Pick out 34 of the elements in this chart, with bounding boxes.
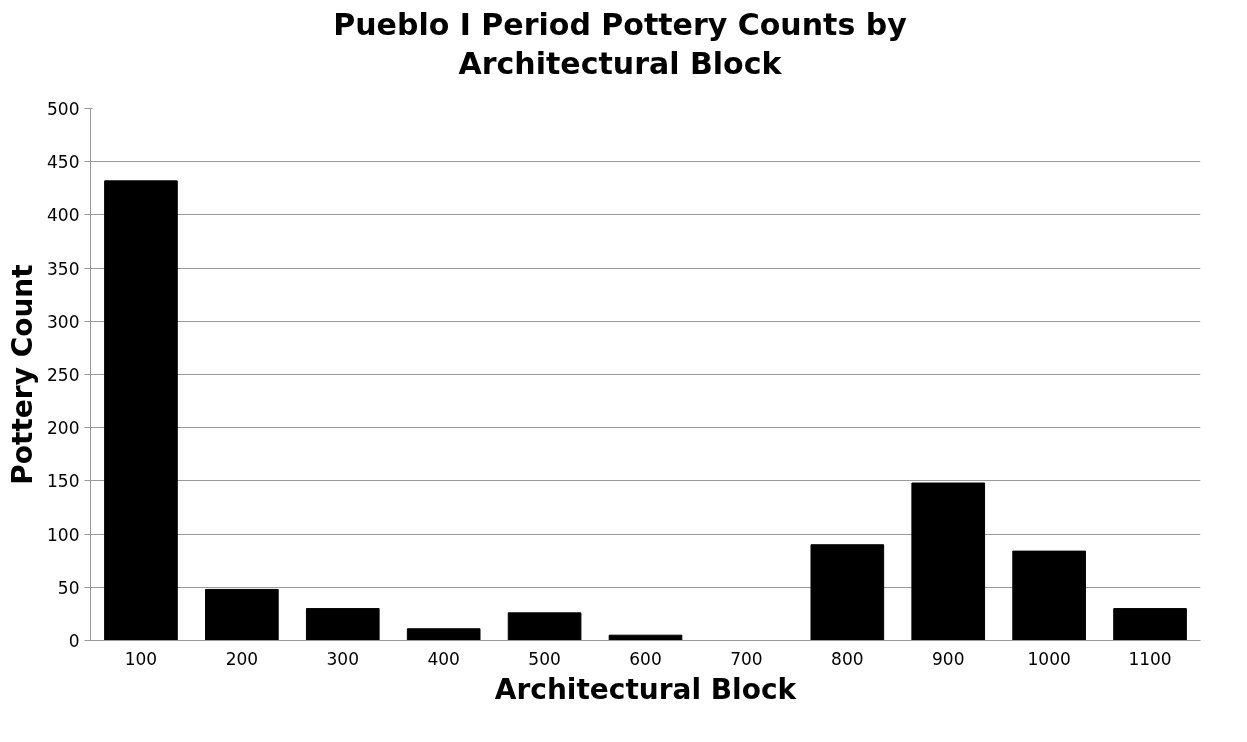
x-tick-label: 600: [629, 648, 662, 669]
x-tick-label: 700: [730, 648, 763, 669]
y-tick-label: 200: [47, 418, 80, 439]
y-tick-label: 450: [47, 152, 80, 173]
y-tick-label: 400: [47, 205, 80, 226]
x-tick-label: 300: [326, 648, 359, 669]
y-tick-label: 0: [68, 631, 80, 651]
x-tick-label: 500: [528, 648, 561, 669]
x-tick-label: 200: [225, 648, 259, 669]
y-axis-title: Pottery Count: [6, 264, 40, 485]
bar: [1012, 550, 1086, 641]
bar: [507, 612, 582, 641]
x-tick-label: 400: [427, 648, 460, 669]
bar: [1113, 608, 1187, 641]
bar: [305, 608, 380, 641]
bar: [810, 544, 885, 641]
y-tick-label: 500: [47, 99, 80, 119]
y-tick-label: 50: [57, 577, 80, 598]
x-tick-label: 800: [831, 648, 864, 669]
bar: [205, 588, 279, 641]
y-tick-label: 250: [47, 365, 80, 385]
chart-title: Pueblo I Period Pottery Counts by Architectural Block: [333, 6, 907, 83]
y-tick-label: 350: [47, 258, 80, 279]
x-tick-label: 900: [932, 648, 965, 669]
bar: [104, 180, 178, 641]
x-tick-label: 1000: [1027, 648, 1071, 669]
x-tick-label: 1100: [1128, 648, 1172, 669]
y-tick-label: 300: [47, 311, 80, 332]
y-tick-label: 100: [47, 524, 80, 545]
bar: [406, 628, 481, 641]
x-tick-label: 100: [124, 648, 158, 669]
x-axis-title: Architectural Block: [494, 672, 798, 706]
bar: [911, 482, 986, 641]
y-tick-label: 150: [47, 471, 80, 492]
